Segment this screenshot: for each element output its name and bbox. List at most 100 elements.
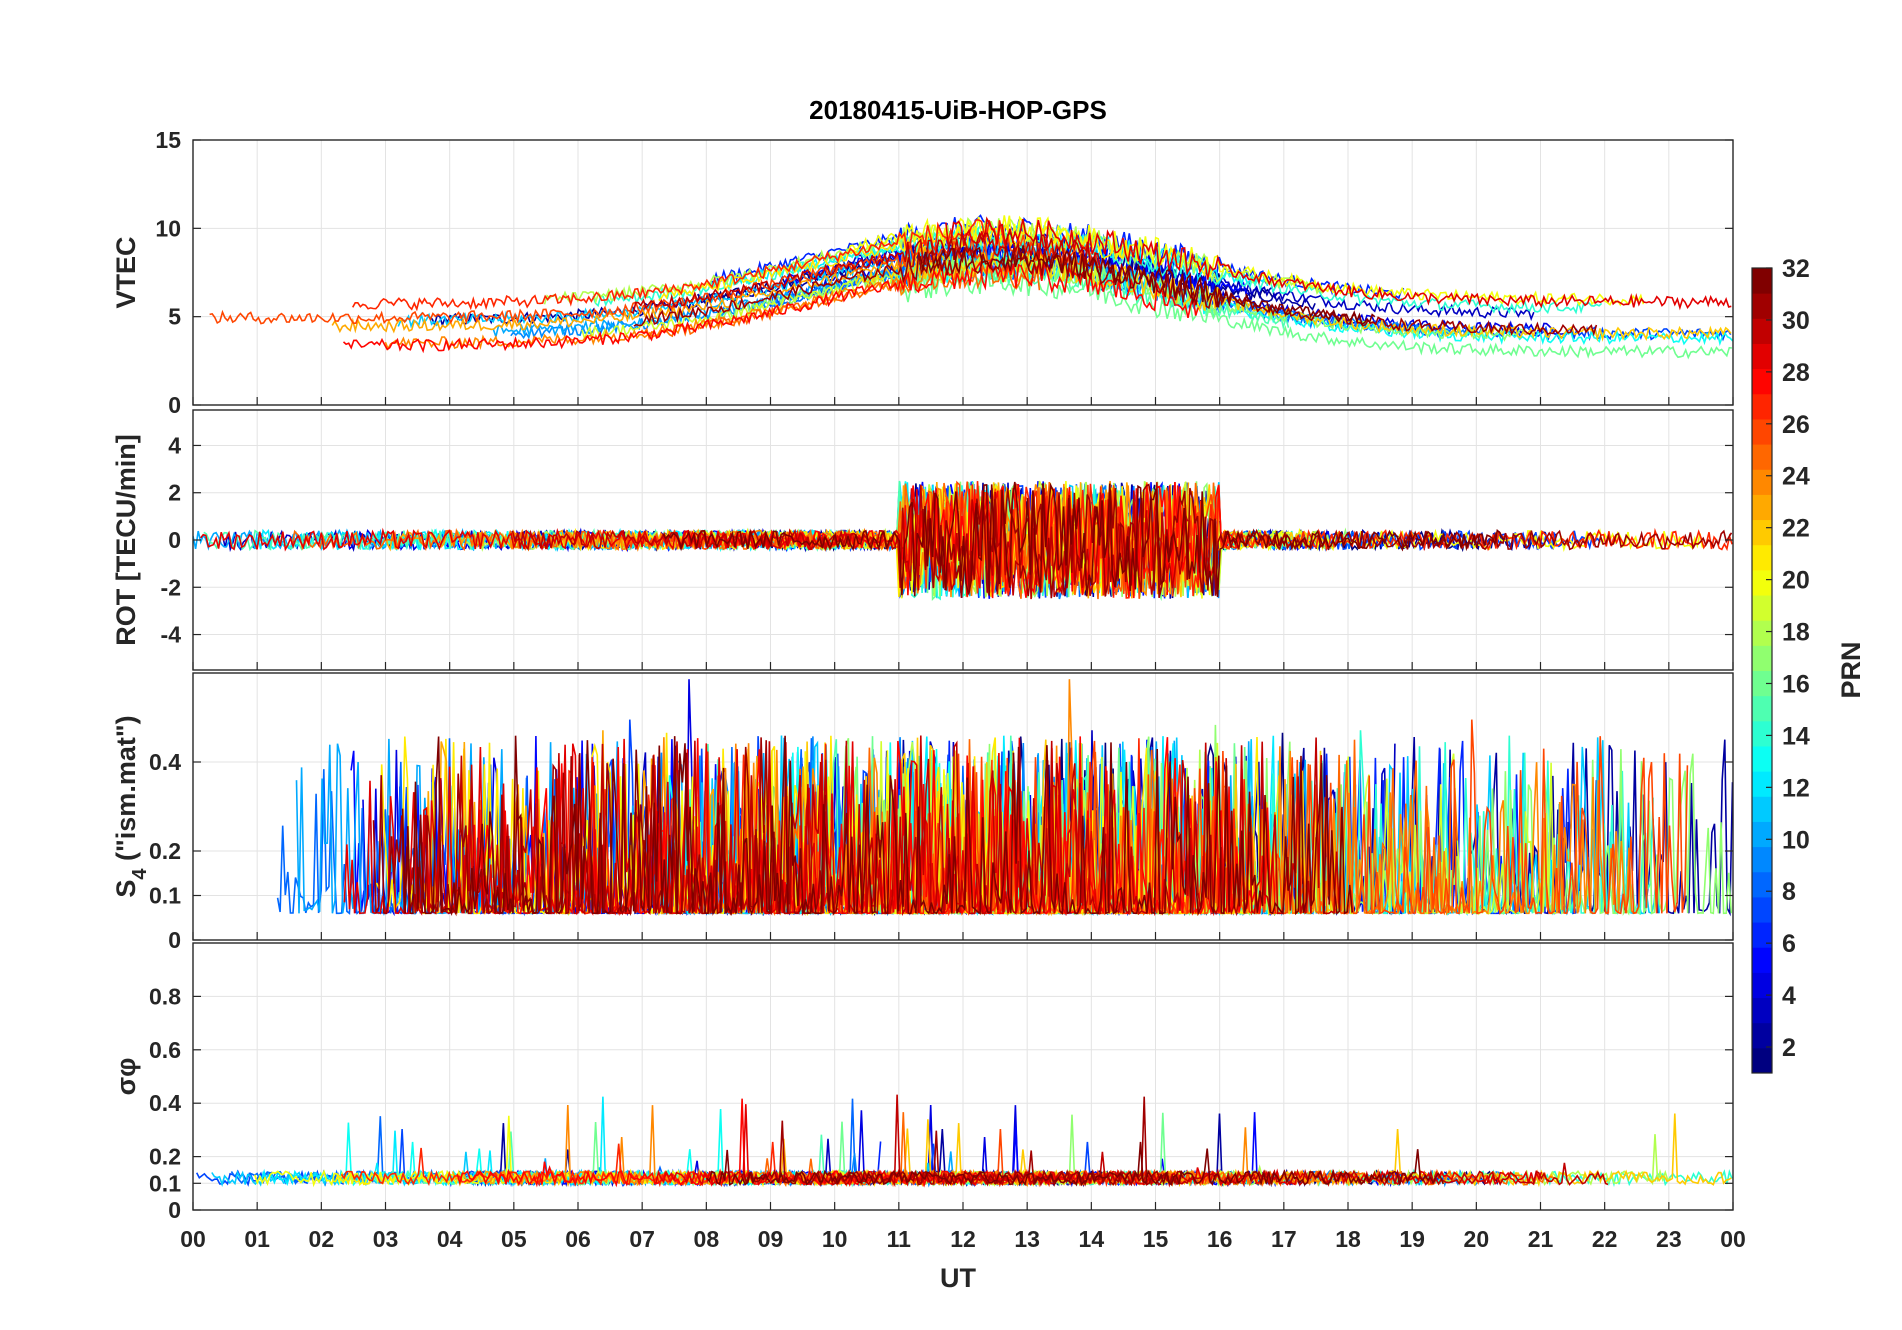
series-line-prn-17: [718, 252, 1528, 342]
panel-s4-series: [276, 679, 1733, 917]
colorbar-segment: [1752, 645, 1772, 671]
x-tick-label: 10: [822, 1226, 848, 1252]
colorbar-tick-label: 26: [1782, 411, 1810, 439]
y-tick-label: 10: [155, 215, 181, 241]
y-tick-label: 4: [168, 432, 181, 458]
panel-s4-ylabel: S4 ("ism.mat"): [111, 715, 151, 897]
colorbar-segment: [1752, 569, 1772, 596]
series-line-prn-32: [401, 735, 1354, 917]
y-tick-label: 0.1: [149, 1170, 181, 1196]
series-line-prn-27: [352, 218, 1011, 312]
series-line-prn-18: [543, 216, 1326, 305]
x-tick-label: 00: [180, 1226, 206, 1252]
colorbar-frame: [1751, 267, 1773, 1074]
x-tick-label: 05: [501, 1226, 527, 1252]
colorbar-tick-label: 12: [1782, 774, 1810, 802]
x-tick-label: 06: [565, 1226, 591, 1252]
series-line-prn-31: [372, 737, 827, 917]
colorbar-segment: [1752, 343, 1772, 370]
colorbar-tick-label: 20: [1782, 567, 1810, 595]
x-tick-label: 17: [1271, 1226, 1297, 1252]
colorbar-segment: [1752, 1047, 1772, 1074]
x-tick-label: 12: [950, 1226, 976, 1252]
colorbar-segment: [1752, 418, 1772, 445]
colorbar-segment: [1752, 293, 1772, 319]
y-tick-label: 5: [168, 304, 181, 330]
x-axis-tick-labels: 00 01 02 03 04 05 06 07 08 09 10 11 12 13 14 15 16 17 18 19…: [180, 1226, 1746, 1252]
y-tick-label: 0.4: [149, 749, 181, 775]
series-line-prn-24: [384, 266, 938, 351]
panel-rot-ylabel: ROT [TECU/min]: [111, 434, 141, 645]
series-line-prn-28: [342, 259, 1199, 354]
y-tick-label: 0: [168, 392, 181, 418]
colorbar-segment: [1752, 720, 1772, 747]
series-line-prn-25: [640, 261, 1041, 341]
colorbar-segment: [1752, 922, 1772, 948]
series-line-prn-31: [740, 1096, 1184, 1188]
colorbar-tick-label: 30: [1782, 307, 1810, 335]
y-tick-label: 0: [168, 527, 181, 553]
panel-sigphi: 00.10.2 0.4 0.6 0.8 σφ: [111, 942, 1734, 1223]
colorbar-segment: [1752, 444, 1772, 470]
panel-vtec-series: [209, 214, 1733, 360]
colorbar-tick-label: 24: [1782, 463, 1810, 491]
y-tick-label: 2: [168, 480, 181, 506]
colorbar-segment: [1752, 268, 1772, 294]
series-line-prn-30: [511, 482, 1189, 600]
colorbar-segment: [1752, 695, 1772, 722]
panel-s4: 0 0.1 0.2 0.4S4 ("ism.mat"): [111, 672, 1734, 953]
colorbar-tick-label: 28: [1782, 359, 1810, 387]
series-line-prn-32: [919, 245, 1376, 326]
series-line-prn-26: [209, 233, 1104, 325]
colorbar-segment: [1752, 1022, 1772, 1049]
colorbar-segment: [1752, 997, 1772, 1024]
colorbar-tick-label: 2: [1782, 1034, 1796, 1062]
colorbar-tick-label: 22: [1782, 515, 1810, 543]
y-tick-label: 0.4: [149, 1090, 181, 1116]
colorbar-segment: [1752, 871, 1772, 898]
colorbar-segment: [1752, 494, 1772, 521]
colorbar-tick-label: 14: [1782, 722, 1810, 750]
colorbar-tick-label: 6: [1782, 930, 1796, 958]
colorbar-segment: [1752, 896, 1772, 923]
panel-vtec: 0 5 10 15 VTEC: [111, 127, 1734, 418]
panel-vtec-ylabel: VTEC: [111, 236, 141, 308]
colorbar-tick-label: 16: [1782, 670, 1810, 698]
x-tick-label: 19: [1399, 1226, 1425, 1252]
colorbar-segment: [1752, 771, 1772, 797]
colorbar-segment: [1752, 620, 1772, 646]
series-line-prn-13: [910, 253, 1733, 347]
colorbar-segment: [1752, 745, 1772, 772]
y-tick-label: 0.8: [149, 983, 181, 1009]
colorbar-label: PRN: [1836, 641, 1866, 698]
colorbar-segment: [1752, 821, 1772, 848]
colorbar-segment: [1752, 469, 1772, 495]
panel-sigphi-series: [195, 1094, 1733, 1188]
panel-rot-series: [193, 480, 1733, 602]
x-tick-label: 21: [1528, 1226, 1554, 1252]
x-tick-label: 14: [1079, 1226, 1105, 1252]
colorbar-tick-label: 4: [1782, 982, 1796, 1010]
x-tick-label: 11: [887, 1226, 912, 1252]
x-tick-label: 09: [758, 1226, 784, 1252]
chart-title: 20180415-UiB-HOP-GPS: [809, 95, 1107, 125]
panel-sigphi-ylabel: σφ: [111, 1058, 141, 1096]
series-line-prn-21: [658, 222, 1130, 302]
colorbar-segment: [1752, 368, 1772, 395]
series-line-prn-32: [706, 1141, 1445, 1187]
colorbar-segment: [1752, 947, 1772, 973]
colorbar-segment: [1752, 519, 1772, 546]
y-tick-label: 0.1: [149, 883, 181, 909]
x-tick-label: 04: [437, 1226, 463, 1252]
colorbar-tick-label: 10: [1782, 826, 1810, 854]
y-tick-label: -4: [161, 622, 182, 648]
x-tick-label: 18: [1335, 1226, 1361, 1252]
x-axis-label: UT: [940, 1263, 976, 1293]
colorbar-segment: [1752, 670, 1772, 697]
x-tick-label: 01: [244, 1226, 270, 1252]
x-tick-label: 16: [1207, 1226, 1233, 1252]
x-tick-label: 07: [629, 1226, 655, 1252]
colorbar-tick-label: 8: [1782, 878, 1796, 906]
